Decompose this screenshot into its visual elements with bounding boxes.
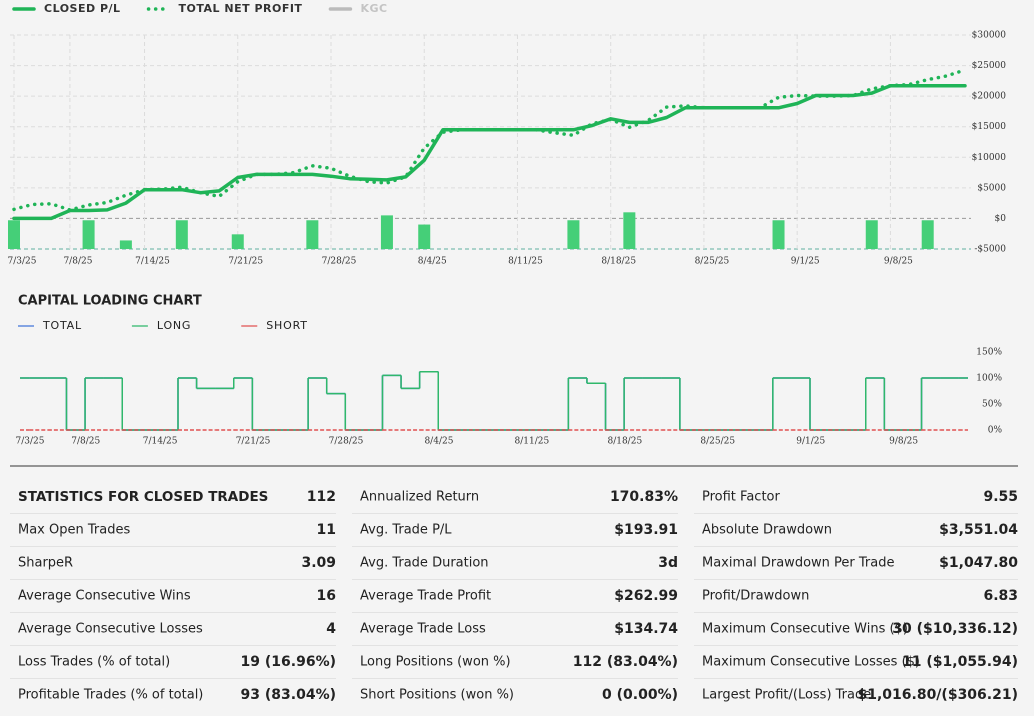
x-tick-label: 8/25/25 [700,437,735,447]
stat-value: 11 [317,522,336,538]
bar [865,220,878,249]
stat-label: Average Consecutive Wins [18,589,191,604]
bar [380,215,393,249]
x-tick-label: 8/11/25 [515,437,550,447]
x-tick-label: 8/4/25 [418,257,447,267]
stat-value: $3,551.04 [939,522,1018,538]
stat-value: 30 ($10,336.12) [892,621,1018,637]
stat-label: SharpeR [18,556,73,571]
stat-value: 3.09 [301,555,336,571]
stat-label: Loss Trades (% of total) [18,655,170,670]
stat-value: 11 ($1,055.94) [902,654,1018,670]
legend-label: TOTAL NET PROFIT [179,2,303,15]
legend-label: TOTAL [42,319,82,332]
stat-label: Long Positions (won %) [360,655,511,670]
stat-label: Maximal Drawdown Per Trade [702,556,894,571]
x-tick-label: 7/28/25 [329,437,364,447]
stat-label: Maximum Consecutive Losses ($) [702,655,920,670]
stat-label: Avg. Trade P/L [360,523,452,538]
y-tick-label: $20000 [972,92,1007,102]
stat-label: Profitable Trades (% of total) [18,688,203,703]
bar [623,212,636,249]
legend-label: KGC [360,2,387,15]
stat-label: Absolute Drawdown [702,523,832,538]
stat-label: Annualized Return [360,490,479,505]
stat-value: 9.55 [983,489,1018,505]
x-tick-label: 9/1/25 [791,257,820,267]
bar [231,234,244,249]
stat-label: Average Trade Loss [360,622,486,637]
bar [175,220,188,249]
stat-value: $262.99 [614,588,678,604]
stat-label: Profit/Drawdown [702,589,809,604]
bar [921,220,934,249]
stat-value: 112 [307,489,336,505]
stat-label: Avg. Trade Duration [360,556,489,571]
stat-value: $193.91 [614,522,678,538]
y-tick-label: 50% [982,400,1002,410]
y-tick-label: $25000 [972,61,1007,71]
x-tick-label: 9/8/25 [884,257,913,267]
x-tick-label: 8/18/25 [607,437,642,447]
stat-value: 4 [326,621,336,637]
x-tick-label: 8/18/25 [601,257,636,267]
stat-label: Largest Profit/(Loss) Trade [702,688,871,703]
bar [306,220,319,249]
y-tick-label: -$5000 [974,245,1006,255]
bar [82,220,95,249]
stat-label: Profit Factor [702,490,780,505]
x-tick-label: 7/14/25 [143,437,178,447]
stat-value: 112 (83.04%) [573,654,678,670]
y-tick-label: $0 [995,214,1007,224]
bar [418,224,431,249]
y-tick-label: $10000 [972,153,1007,163]
stat-value: $1,047.80 [939,555,1018,571]
legend-label: LONG [157,319,191,332]
stat-value: 6.83 [983,588,1018,604]
bar [8,220,20,249]
bar [772,220,785,249]
x-tick-label: 7/3/25 [8,257,37,267]
bar [119,240,132,249]
x-tick-label: 7/21/25 [236,437,271,447]
y-tick-label: 150% [976,348,1002,358]
stat-label: Average Trade Profit [360,589,491,604]
stat-label: Short Positions (won %) [360,688,514,703]
x-tick-label: 8/25/25 [695,257,730,267]
chart-title: CAPITAL LOADING CHART [18,294,202,309]
y-tick-label: 0% [988,426,1003,436]
stat-value: $1,016.80/($306.21) [857,687,1018,703]
x-tick-label: 7/14/25 [135,257,170,267]
y-tick-label: 100% [976,374,1002,384]
stat-value: 93 (83.04%) [241,687,336,703]
stat-value: 19 (16.96%) [241,654,336,670]
x-tick-label: 9/8/25 [889,437,918,447]
stat-value: 0 (0.00%) [602,687,678,703]
stat-label: Average Consecutive Losses [18,622,203,637]
x-tick-label: 7/8/25 [71,437,100,447]
bar [567,220,580,249]
legend-label: SHORT [266,319,307,332]
stat-value: 170.83% [610,489,678,505]
x-tick-label: 7/21/25 [228,257,263,267]
stat-value: $134.74 [614,621,678,637]
x-tick-label: 7/8/25 [63,257,92,267]
stat-label: Maximum Consecutive Wins ($) [702,622,908,637]
x-tick-label: 7/28/25 [322,257,357,267]
stat-value: 3d [658,555,678,571]
line-series [12,68,967,212]
x-tick-label: 9/1/25 [796,437,825,447]
legend-label: CLOSED P/L [44,2,121,15]
x-tick-label: 8/4/25 [424,437,453,447]
stat-label: Max Open Trades [18,523,130,538]
stat-label: STATISTICS FOR CLOSED TRADES [18,489,268,505]
y-tick-label: $15000 [972,122,1007,132]
y-tick-label: $30000 [972,31,1007,41]
stat-value: 16 [317,588,336,604]
y-tick-label: $5000 [977,183,1006,193]
x-tick-label: 7/3/25 [16,437,45,447]
x-tick-label: 8/11/25 [508,257,543,267]
